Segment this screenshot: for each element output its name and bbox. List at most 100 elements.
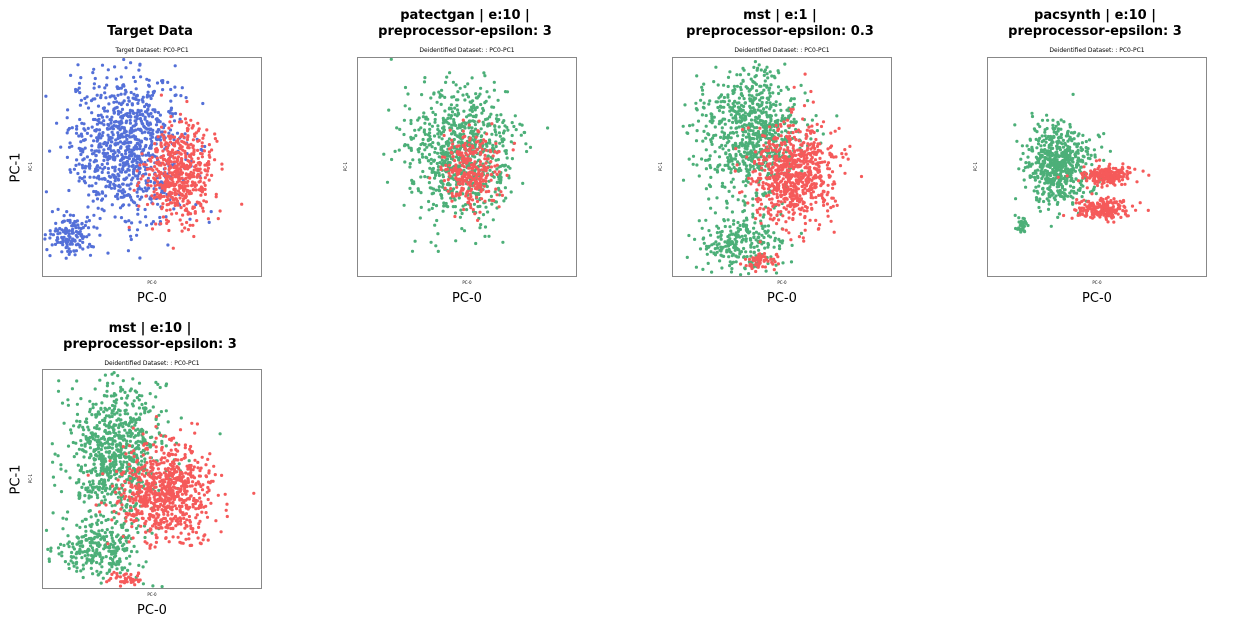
scatter-point	[713, 167, 717, 171]
scatter-point	[742, 162, 746, 166]
scatter-point	[475, 195, 479, 199]
scatter-point	[734, 121, 739, 125]
scatter-point	[776, 69, 780, 73]
scatter-point	[769, 105, 773, 109]
scatter-point	[146, 176, 150, 180]
scatter-point	[76, 230, 80, 234]
scatter-point	[136, 212, 140, 216]
scatter-point	[755, 188, 759, 192]
scatter-point	[775, 222, 779, 226]
scatter-point	[498, 172, 502, 177]
scatter-point	[765, 72, 769, 76]
scatter-point	[188, 223, 192, 227]
scatter-point	[488, 150, 493, 154]
scatter-point	[443, 95, 447, 99]
scatter-point	[419, 175, 423, 179]
scatter-point	[132, 92, 136, 96]
scatter-point	[425, 156, 429, 160]
scatter-point	[138, 113, 142, 117]
scatter-point	[96, 113, 100, 118]
scatter-point	[124, 220, 128, 224]
scatter-point	[713, 150, 717, 154]
scatter-point	[1036, 122, 1040, 126]
scatter-point	[93, 158, 97, 162]
scatter-point	[744, 141, 748, 145]
scatter-point	[95, 226, 99, 230]
scatter-point	[467, 123, 471, 127]
scatter-point	[775, 143, 779, 147]
scatter-point	[436, 249, 440, 253]
scatter-point	[187, 146, 191, 150]
scatter-point	[478, 163, 482, 167]
scatter-point	[153, 165, 157, 169]
scatter-point	[756, 108, 760, 112]
scatter-point	[445, 120, 449, 124]
scatter-point	[151, 202, 155, 206]
scatter-point	[453, 159, 457, 163]
scatter-point	[782, 154, 786, 158]
scatter-point	[135, 184, 139, 188]
scatter-point	[97, 144, 102, 148]
scatter-point	[821, 120, 826, 124]
scatter-point	[744, 135, 748, 139]
scatter-point	[799, 154, 803, 158]
scatter-point	[107, 123, 111, 127]
scatter-point	[702, 101, 706, 105]
scatter-point	[698, 247, 703, 251]
scatter-point	[213, 132, 217, 136]
scatter-point	[1061, 145, 1066, 149]
scatter-point	[196, 148, 200, 152]
scatter-point	[781, 239, 785, 243]
scatter-point	[787, 179, 791, 183]
scatter-point	[458, 215, 462, 219]
scatter-point	[463, 141, 467, 145]
scatter-point	[201, 209, 205, 213]
scatter-point	[113, 65, 117, 69]
scatter-point	[139, 75, 143, 79]
scatter-point	[789, 260, 794, 264]
scatter-point	[720, 126, 724, 130]
scatter-point	[731, 116, 735, 120]
scatter-point	[733, 169, 737, 173]
scatter-point	[443, 109, 447, 113]
scatter-point	[159, 183, 163, 187]
scatter-point	[503, 90, 508, 94]
scatter-point	[774, 168, 778, 172]
scatter-point	[159, 93, 163, 97]
scatter-point	[1049, 134, 1053, 139]
scatter-point	[814, 200, 818, 204]
scatter-point	[92, 189, 96, 194]
scatter-point	[777, 237, 781, 241]
scatter-point	[811, 145, 815, 149]
scatter-point	[816, 170, 820, 174]
scatter-point	[93, 117, 97, 122]
scatter-point	[773, 239, 777, 243]
scatter-point	[97, 128, 102, 132]
scatter-point	[497, 193, 501, 197]
scatter-point	[809, 193, 813, 197]
tiny-x-label: PC-0	[462, 280, 472, 285]
scatter-point	[463, 203, 468, 207]
scatter-point	[417, 128, 421, 132]
scatter-point	[174, 211, 179, 215]
scatter-point	[746, 180, 750, 184]
scatter-point	[747, 93, 751, 97]
scatter-point	[1097, 135, 1102, 139]
scatter-point	[731, 145, 735, 149]
scatter-point	[62, 219, 66, 223]
scatter-point	[111, 173, 115, 177]
scatter-point	[423, 148, 427, 152]
scatter-point	[427, 208, 431, 212]
scatter-point	[450, 151, 454, 155]
scatter-point	[721, 245, 725, 249]
scatter-point	[144, 102, 148, 107]
scatter-point	[763, 134, 767, 138]
scatter-point	[194, 168, 198, 172]
scatter-point	[112, 110, 116, 114]
scatter-point	[1059, 132, 1064, 137]
scatter-point	[68, 250, 73, 254]
scatter-point	[476, 205, 480, 209]
scatter-point	[426, 133, 430, 137]
scatter-point	[803, 221, 807, 226]
scatter-point	[423, 142, 427, 146]
